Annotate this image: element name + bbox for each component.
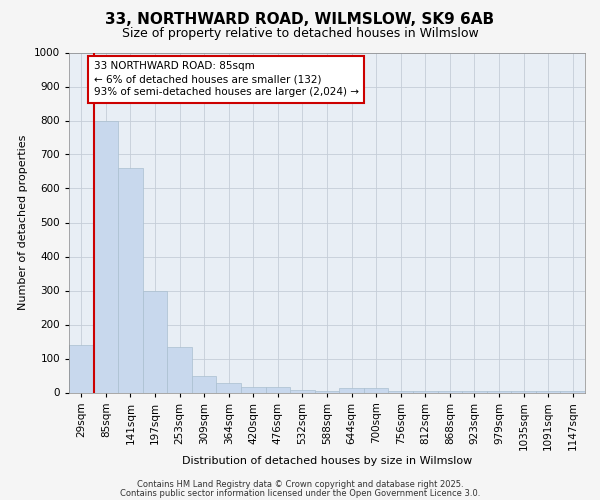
Bar — [315, 391, 339, 392]
Bar — [364, 388, 388, 392]
Text: 33, NORTHWARD ROAD, WILMSLOW, SK9 6AB: 33, NORTHWARD ROAD, WILMSLOW, SK9 6AB — [106, 12, 494, 28]
Text: Contains public sector information licensed under the Open Government Licence 3.: Contains public sector information licen… — [120, 488, 480, 498]
Bar — [69, 345, 94, 393]
Bar — [167, 346, 192, 393]
X-axis label: Distribution of detached houses by size in Wilmslow: Distribution of detached houses by size … — [182, 456, 472, 466]
Bar — [94, 120, 118, 392]
Text: 33 NORTHWARD ROAD: 85sqm
← 6% of detached houses are smaller (132)
93% of semi-d: 33 NORTHWARD ROAD: 85sqm ← 6% of detache… — [94, 61, 359, 98]
Text: Size of property relative to detached houses in Wilmslow: Size of property relative to detached ho… — [122, 28, 478, 40]
Bar — [290, 390, 315, 392]
Bar — [217, 383, 241, 392]
Bar — [241, 388, 266, 392]
Bar — [143, 290, 167, 392]
Y-axis label: Number of detached properties: Number of detached properties — [18, 135, 28, 310]
Bar — [339, 388, 364, 392]
Bar — [192, 376, 217, 392]
Text: Contains HM Land Registry data © Crown copyright and database right 2025.: Contains HM Land Registry data © Crown c… — [137, 480, 463, 489]
Bar — [266, 388, 290, 392]
Bar — [118, 168, 143, 392]
